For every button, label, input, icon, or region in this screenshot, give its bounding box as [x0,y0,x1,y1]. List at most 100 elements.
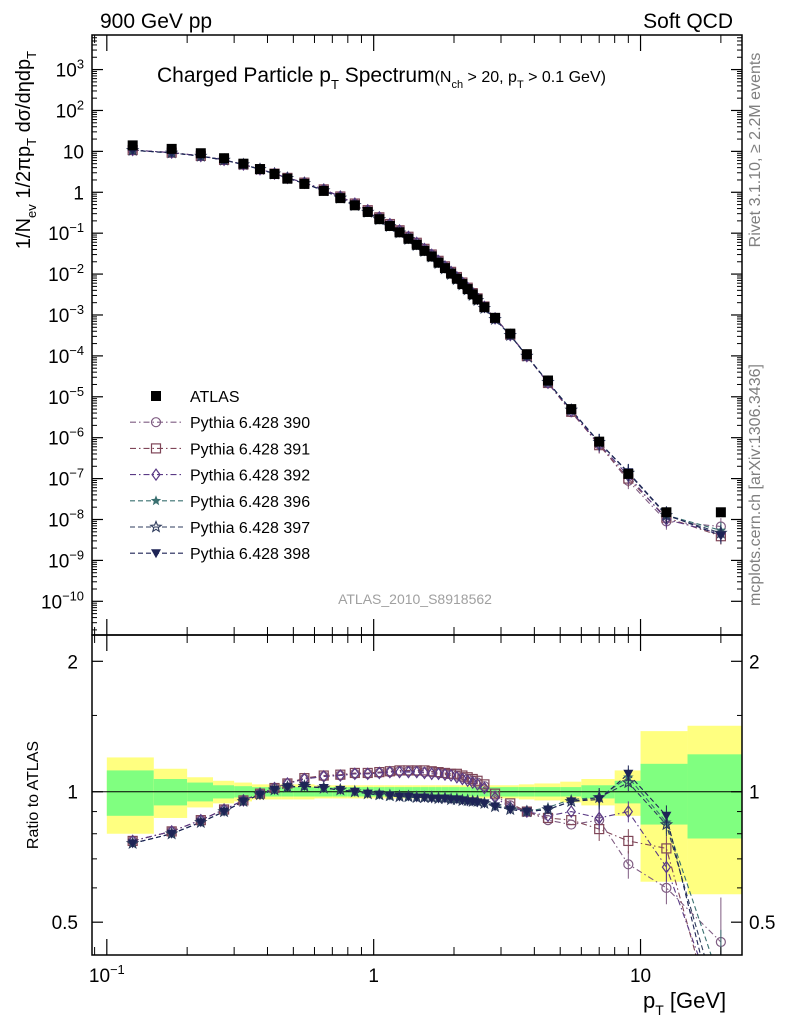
main-ytick-label: 10−5 [48,384,84,409]
main-ytick-label-exp: −8 [69,506,84,521]
ratio-series-point [433,767,444,781]
data-point [490,312,501,323]
ratio-series-point [403,792,414,802]
main-ytick-label-exp: −1 [69,220,84,235]
ratio-series-point [282,783,293,793]
ratio-series-point [127,839,138,849]
legend-marker [150,495,162,506]
legend-marker [151,391,161,401]
ratio-series-point [566,805,576,819]
main-ytick-label-base: 10 [48,510,69,531]
legend-marker [150,417,162,428]
main-ytick-label-base: 10 [48,347,69,368]
xlabel: pT [GeV] [643,988,726,1018]
data-point [419,245,430,256]
ratio-series-point [661,860,672,874]
data-point [127,140,138,151]
main-ytick-label-exp: −6 [69,425,84,440]
data-point [521,349,532,360]
ratio-series-point [490,802,501,812]
data-point [479,302,490,313]
ratio-series-point [462,774,473,788]
ratio-series-point [195,818,206,828]
band-inner [687,754,742,839]
header-left: 900 GeV pp [100,10,212,33]
ratio-ytick-label-right: 2 [749,652,760,673]
data-point [661,507,672,518]
ratio-series-point [219,807,230,817]
ratio-ylabel: Ratio to ATLAS [25,741,42,849]
legend-marker [151,549,161,559]
data-point [195,148,206,159]
ratio-series-point [623,805,634,819]
ratio-series-point [446,769,456,783]
ratio-series-point [385,765,395,779]
data-point [394,227,405,238]
ratio-series-point [349,787,360,797]
ratio-series-point [661,811,672,821]
ratio-series-point [621,775,636,789]
data-point [282,173,293,184]
main-series-point [715,531,726,541]
data-point [238,158,249,169]
data-point [462,284,473,295]
ratio-series-point [659,817,674,831]
ratio-series-point [335,785,346,795]
xtick-label-base: 1 [368,966,379,987]
xtick-label: 10 [630,966,651,987]
data-point [318,185,329,196]
ratio-series-point [479,799,490,809]
data-point [446,268,457,279]
ratio-uncertainty-bands [106,725,742,895]
main-ytick-label: 10−10 [41,588,84,613]
ratio-series-point [403,765,414,779]
main-ytick-label: 10 [63,142,84,163]
ratio-series-point [350,767,360,781]
data-point [411,239,422,250]
legend-marker [150,443,162,454]
main-ytick-label: 10−7 [48,466,84,491]
data-point [384,220,395,231]
main-frame [91,34,743,636]
ratio-series-point [374,790,385,800]
main-ytick-label-base: 1 [73,183,84,204]
data-point [299,178,310,189]
data-point [542,375,553,386]
ratio-series-point [472,777,483,791]
ratio-series-point [521,807,532,817]
xtick-label-exp: −1 [110,962,125,977]
main-ytick-label-base: 10 [56,61,77,82]
legend-label: Pythia 6.428 398 [190,546,310,563]
ratio-series-point [467,776,478,790]
main-ytick-label: 10−4 [48,343,84,368]
ratio-series-point [419,766,430,780]
ratio-series-point [489,788,501,799]
main-ytick-label-base: 10 [63,142,84,163]
main-ytick-label-exp: −4 [69,343,84,358]
xtick-label-base: 10 [630,966,651,987]
ratio-series-point [419,793,430,803]
main-ytick-label: 10−6 [48,425,84,450]
main-panel-marks [125,140,728,545]
main-ytick-label-base: 10 [48,224,69,245]
data-point [623,468,634,479]
analysis-watermark: ATLAS_2010_S8918562 [338,591,492,607]
legend-label: Pythia 6.428 396 [190,494,310,511]
ratio-series-point [594,811,604,825]
ratio-series-point [374,766,385,780]
legend: ATLAS Pythia 6.428 390 Pythia 6.428 391 Pyt… [130,389,310,563]
main-ytick-label: 10−2 [48,261,84,286]
main-ytick-label: 10−3 [48,302,84,327]
data-point [403,233,414,244]
ratio-panel-marks [92,765,742,989]
ratio-series-point [479,779,490,790]
ratio-series-point [716,979,727,989]
main-ytick-label-base: 10 [41,592,62,613]
main-ytick-label-exp: −2 [69,261,84,276]
ratio-series-point [362,767,373,781]
main-ytick-label-base: 10 [48,306,69,327]
legend-marker [149,519,163,533]
data-point [269,168,280,179]
data-point [166,143,177,154]
ratio-series-point [623,859,634,870]
